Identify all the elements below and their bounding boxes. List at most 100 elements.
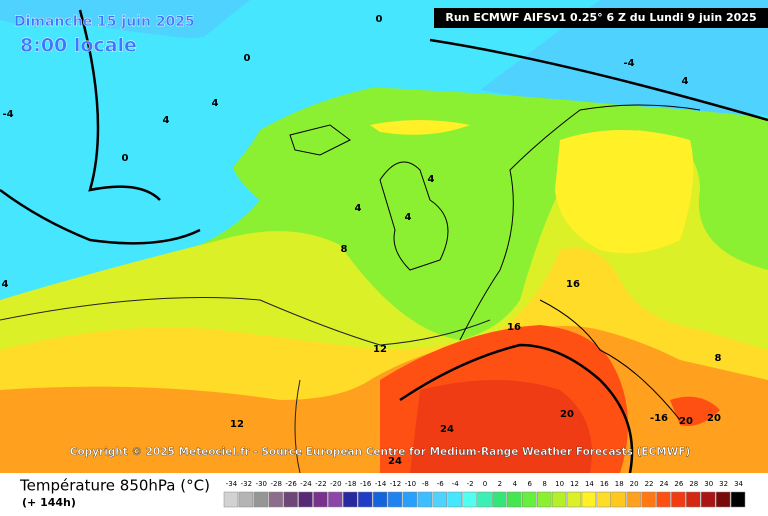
scale-swatch xyxy=(417,491,433,508)
scale-swatch xyxy=(432,491,447,508)
field-cool xyxy=(0,0,768,115)
contour-label: 0 xyxy=(244,53,251,64)
scale-label: -12 xyxy=(390,480,401,488)
contour-label: 12 xyxy=(373,344,387,355)
scale-label: 32 xyxy=(719,480,728,488)
scale-label: -16 xyxy=(360,480,372,488)
scale-label: 16 xyxy=(600,480,609,488)
scale-swatch xyxy=(730,491,746,508)
contour-label: 4 xyxy=(682,76,689,87)
scale-swatch xyxy=(701,491,716,508)
scale-label: -2 xyxy=(467,480,474,488)
contour-label: 12 xyxy=(230,419,244,430)
scale-label: 6 xyxy=(528,480,533,488)
contour-label: 20 xyxy=(707,413,721,424)
scale-swatch xyxy=(626,491,641,508)
scale-swatch xyxy=(447,491,462,508)
scale-label: -20 xyxy=(330,480,341,488)
scale-label: 2 xyxy=(498,480,502,488)
contour-label: 16 xyxy=(566,279,580,290)
scale-label: -18 xyxy=(345,480,356,488)
scale-swatch xyxy=(372,491,388,508)
scale-label: 28 xyxy=(689,480,698,488)
scale-swatch xyxy=(536,491,552,508)
contour-label: 24 xyxy=(440,424,454,435)
scale-swatch xyxy=(387,491,403,508)
field-warmer xyxy=(370,120,694,254)
scale-swatch xyxy=(581,491,597,508)
scale-label: 12 xyxy=(570,480,579,488)
contour-label: 24 xyxy=(388,456,402,467)
scale-label: 8 xyxy=(542,480,546,488)
scale-label: 22 xyxy=(645,480,654,488)
scale-label: 20 xyxy=(630,480,639,488)
scale-swatch xyxy=(343,491,358,508)
isotherm xyxy=(294,379,301,474)
isotherm xyxy=(0,188,201,245)
scale-label: 10 xyxy=(555,480,564,488)
scale-label: -8 xyxy=(422,480,429,488)
scale-swatch xyxy=(253,491,268,508)
field-cold-west xyxy=(0,20,420,260)
scale-swatch xyxy=(462,491,477,508)
scale-label: 0 xyxy=(483,480,487,488)
scale-label: 24 xyxy=(660,480,669,488)
scale-swatch xyxy=(522,491,537,508)
contour-label: 20 xyxy=(679,416,693,427)
color-scale: -34 -32 -30 -28 -26 -24 -22 -20 -18 -16 -14 -12 -10-… xyxy=(223,480,746,508)
contour-label: 4 xyxy=(355,203,362,214)
isotherm xyxy=(78,9,161,201)
scale-label: 34 xyxy=(734,480,743,488)
scale-swatch xyxy=(238,491,254,508)
scale-label: 4 xyxy=(513,480,518,488)
isotherm xyxy=(0,297,491,346)
scale-swatch xyxy=(507,491,522,508)
contour-label: -4 xyxy=(623,58,634,69)
scale-swatch xyxy=(357,491,373,508)
scale-swatch xyxy=(402,491,418,508)
scale-swatch xyxy=(223,491,239,508)
contour-labels: 0 0 0 -4 -4 4 4 4 4 4 4 4 8 8 12 12 16 16 -16 20 20 20 24 24 xyxy=(2,14,722,467)
scale-label: -22 xyxy=(315,480,326,488)
scale-label: -32 xyxy=(241,480,252,488)
scale-label: -24 xyxy=(300,480,312,488)
scale-label: -34 xyxy=(226,480,238,488)
scale-swatch xyxy=(596,491,612,508)
scale-label: 18 xyxy=(615,480,624,488)
scale-swatch xyxy=(298,491,313,508)
scale-swatch xyxy=(328,491,343,508)
scale-label: -30 xyxy=(256,480,267,488)
isotherm xyxy=(399,343,634,474)
contour-label: 4 xyxy=(212,98,219,109)
contour-label: -16 xyxy=(650,413,668,424)
contour-label: 16 xyxy=(507,322,521,333)
scale-swatch xyxy=(566,491,582,508)
contour-label: 0 xyxy=(376,14,383,25)
contour-label: 8 xyxy=(341,244,348,255)
forecast-date: Dimanche 15 juin 2025 xyxy=(14,14,195,30)
scale-swatch xyxy=(313,491,328,508)
local-time: 8:00 locale xyxy=(20,35,137,57)
scale-label: 26 xyxy=(674,480,683,488)
legend-subtitle: (+ 144h) xyxy=(22,496,76,509)
scale-swatch xyxy=(686,491,701,508)
scale-label: 14 xyxy=(585,480,594,488)
scale-swatch xyxy=(656,491,671,508)
scale-swatch xyxy=(715,491,731,508)
contour-label: 4 xyxy=(163,115,170,126)
contour-label: 0 xyxy=(122,153,129,164)
scale-label: -4 xyxy=(452,480,460,488)
run-info: Run ECMWF AIFSv1 0.25° 6 Z du Lundi 9 ju… xyxy=(445,11,756,24)
legend-title: Température 850hPa (°C) xyxy=(19,477,210,495)
contour-label: 20 xyxy=(560,409,574,420)
coastline xyxy=(459,104,701,421)
scale-swatch xyxy=(671,491,686,508)
run-box xyxy=(434,8,768,28)
scale-label: -14 xyxy=(375,480,387,488)
contour-label: -4 xyxy=(2,109,13,120)
scale-label: -10 xyxy=(405,480,416,488)
contour-label: 4 xyxy=(405,212,412,223)
scale-swatch xyxy=(268,491,283,508)
copyright: Copyright © 2025 Meteociel.fr - Source E… xyxy=(70,446,691,458)
